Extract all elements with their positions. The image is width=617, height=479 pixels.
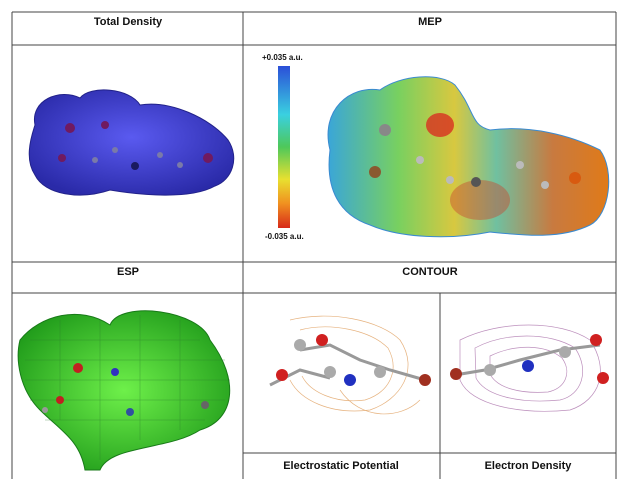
mep-image: +0.035 a.u. -0.035 a.u.: [262, 53, 609, 241]
caption: Electron Density: [485, 460, 573, 472]
color-scale: [278, 66, 290, 228]
figure-table: Total Density MEP ESP CONTOUR Electrosta…: [0, 0, 617, 479]
esp-image: [18, 311, 230, 470]
header-cell: MEP: [418, 16, 442, 28]
total-density-image: [29, 90, 234, 195]
caption: Electrostatic Potential: [283, 460, 399, 472]
page: Total Density MEP ESP CONTOUR Electrosta…: [0, 0, 617, 479]
header-cell: ESP: [117, 266, 139, 278]
header-cell: Total Density: [94, 16, 163, 28]
header-cell: CONTOUR: [402, 266, 457, 278]
scale-max-label: +0.035 a.u.: [262, 53, 303, 62]
scale-min-label: -0.035 a.u.: [265, 232, 304, 241]
